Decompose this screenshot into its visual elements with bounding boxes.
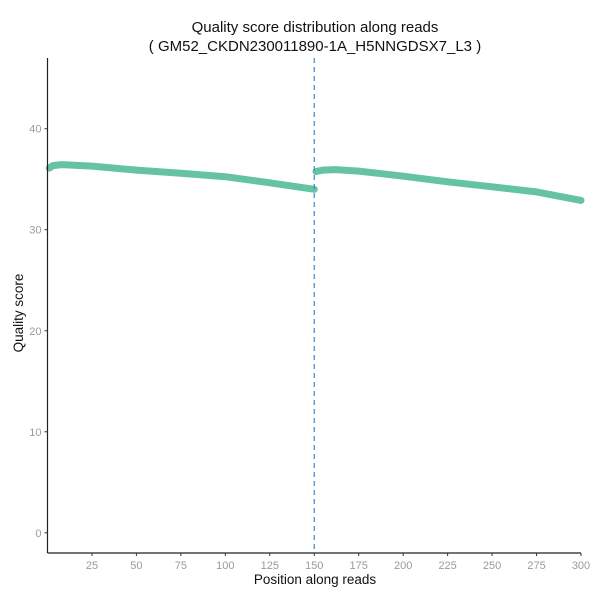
y-tick-label: 20 bbox=[29, 326, 41, 338]
y-tick-label: 10 bbox=[29, 427, 41, 439]
x-tick-label: 200 bbox=[394, 560, 412, 572]
x-tick-label: 150 bbox=[305, 560, 323, 572]
x-tick-label: 100 bbox=[216, 560, 234, 572]
y-axis-label: Quality score bbox=[11, 274, 26, 353]
x-tick-label: 25 bbox=[86, 560, 98, 572]
x-tick-label: 125 bbox=[261, 560, 279, 572]
x-tick-label: 300 bbox=[572, 560, 590, 572]
y-tick-label: 40 bbox=[29, 124, 41, 136]
x-tick-label: 250 bbox=[483, 560, 501, 572]
y-tick-label: 30 bbox=[29, 225, 41, 237]
chart-subtitle: ( GM52_CKDN230011890-1A_H5NNGDSX7_L3 ) bbox=[149, 38, 481, 55]
x-tick-label: 50 bbox=[130, 560, 142, 572]
series-line-segment-2 bbox=[312, 166, 585, 204]
x-tick-label: 275 bbox=[527, 560, 545, 572]
x-tick-label: 225 bbox=[438, 560, 456, 572]
chart-title: Quality score distribution along reads bbox=[192, 19, 439, 36]
x-tick-label: 175 bbox=[350, 560, 368, 572]
series-line-segment-1 bbox=[45, 161, 318, 193]
y-tick-label: 0 bbox=[35, 528, 41, 540]
plot-area: 25 50 75 100 125 150 175 200 225 250 275 300 0 10 20 30… bbox=[29, 58, 590, 572]
x-axis-label: Position along reads bbox=[254, 572, 377, 587]
x-tick-label: 75 bbox=[175, 560, 187, 572]
